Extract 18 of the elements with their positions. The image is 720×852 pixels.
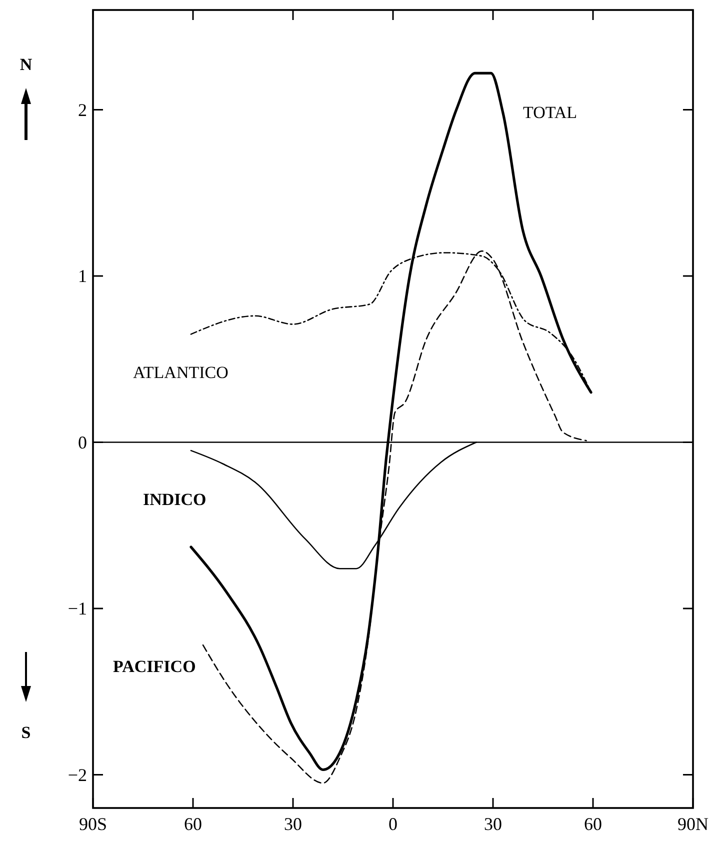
series-label: PACIFICO	[113, 657, 196, 676]
x-tick-label: 90S	[78, 814, 108, 834]
x-tick-label: 90N	[678, 814, 708, 834]
x-tick-label: 60	[584, 814, 602, 834]
text: S	[21, 723, 31, 742]
y-tick-label: 0	[78, 432, 87, 452]
series-label: TOTAL	[523, 103, 578, 122]
y-tick-label: −1	[68, 598, 87, 618]
y-tick-label: 2	[78, 100, 87, 120]
x-tick-label: 30	[484, 814, 502, 834]
y-tick-label: 1	[78, 266, 87, 286]
y-tick-label: −2	[68, 764, 87, 785]
series-label: INDICO	[143, 490, 206, 509]
x-tick-label: 60	[184, 814, 202, 834]
x-tick-label: 0	[388, 814, 398, 834]
text: ATLANTICO	[133, 363, 228, 382]
x-tick-label: 30	[284, 814, 302, 834]
text: N	[20, 55, 33, 74]
